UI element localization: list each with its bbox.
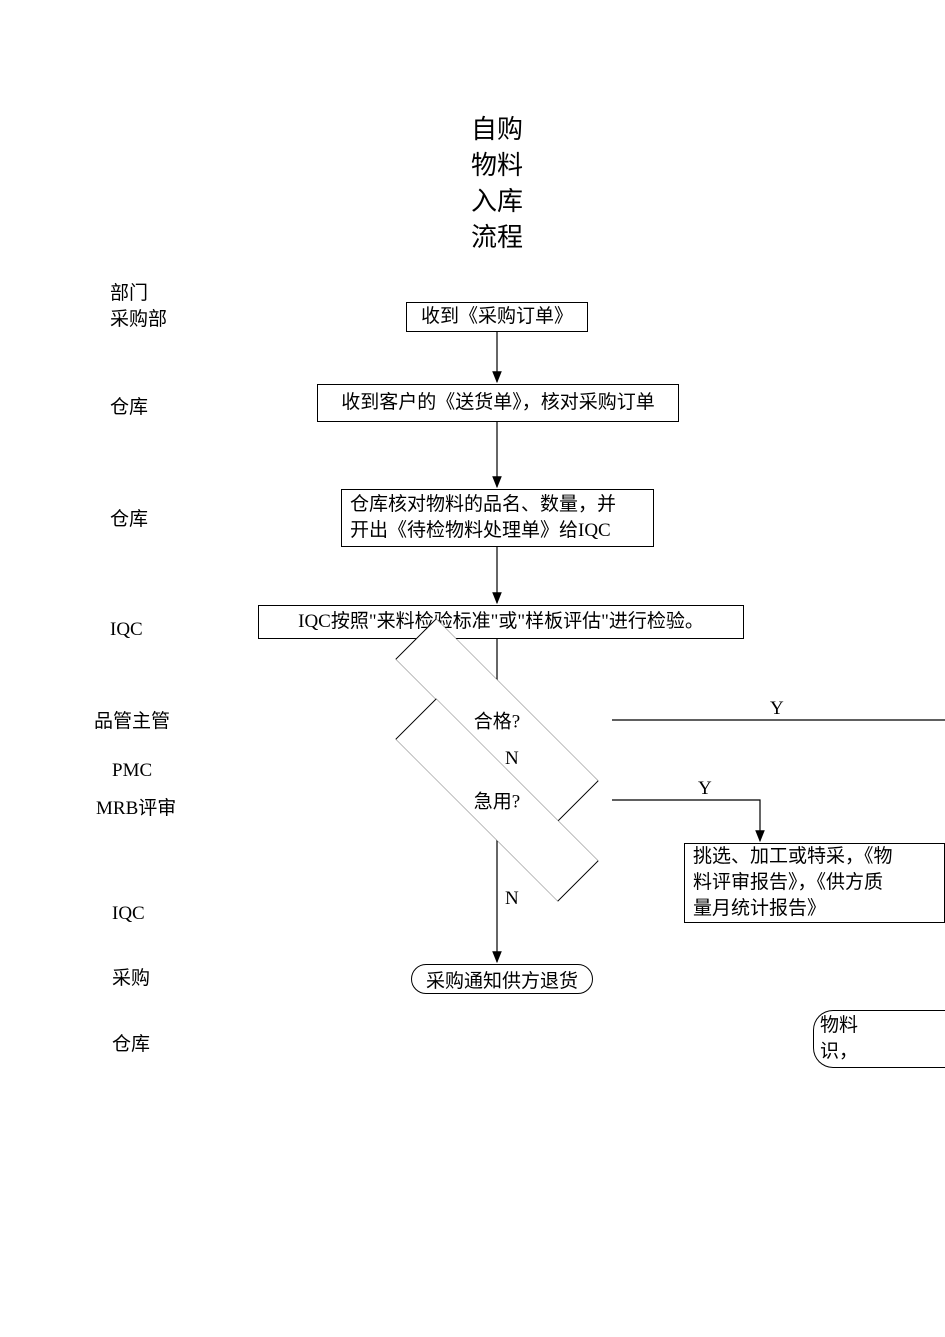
title-line: 物料 xyxy=(471,148,523,184)
dept-header: 部门 xyxy=(110,281,148,307)
dept-pmc: PMC xyxy=(112,758,152,784)
node-text: 物料 识， xyxy=(820,1013,858,1065)
dept-mrb: MRB评审 xyxy=(96,796,176,822)
node-text: 收到客户的《送货单》，核对采购订单 xyxy=(341,390,655,416)
title-line: 流程 xyxy=(471,220,523,256)
dept-warehouse: 仓库 xyxy=(110,507,148,533)
flowchart-title: 自购 物料 入库 流程 xyxy=(471,112,523,256)
edge-label-y: Y xyxy=(770,698,784,720)
node-text: 挑选、加工或特采，《物 料评审报告》，《供方质 量月统计报告》 xyxy=(693,844,893,922)
node-warehouse-check: 仓库核对物料的品名、数量，并 开出《待检物料处理单》给IQC xyxy=(341,489,654,547)
title-line: 入库 xyxy=(471,184,523,220)
node-receive-delivery: 收到客户的《送货单》，核对采购订单 xyxy=(317,384,679,422)
edge-label-n: N xyxy=(505,888,519,910)
node-receive-po: 收到《采购订单》 xyxy=(406,302,588,332)
dept-iqc: IQC xyxy=(110,617,143,643)
node-text: 急用? xyxy=(474,787,520,814)
node-select-process: 挑选、加工或特采，《物 料评审报告》，《供方质 量月统计报告》 xyxy=(684,843,945,923)
edge-label-n: N xyxy=(505,748,519,770)
edge-label-y: Y xyxy=(698,778,712,800)
node-text: 仓库核对物料的品名、数量，并 开出《待检物料处理单》给IQC xyxy=(350,492,616,544)
dept-purchasing: 采购部 xyxy=(110,307,167,333)
node-material-id-cut: 物料 识， xyxy=(813,1010,945,1068)
node-return-goods: 采购通知供方退货 xyxy=(411,964,593,994)
node-text: 采购通知供方退货 xyxy=(426,966,578,993)
node-urgent-decision: 急用? xyxy=(382,685,612,915)
node-text: 收到《采购订单》 xyxy=(421,304,573,330)
dept-warehouse: 仓库 xyxy=(112,1032,150,1058)
dept-iqc: IQC xyxy=(112,901,145,927)
dept-purchasing: 采购 xyxy=(112,966,150,992)
title-line: 自购 xyxy=(471,112,523,148)
dept-qc-manager: 品管主管 xyxy=(94,709,170,735)
dept-warehouse: 仓库 xyxy=(110,395,148,421)
